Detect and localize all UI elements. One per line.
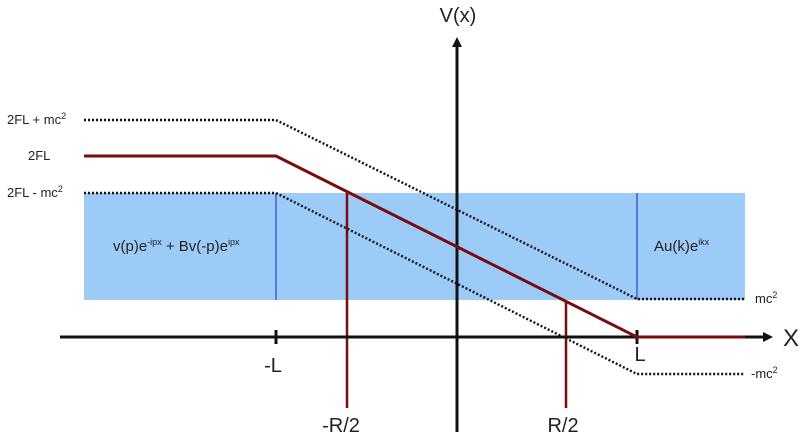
energy-band <box>84 193 745 300</box>
tick-label-r-half: R/2 <box>547 415 578 437</box>
label-2fl-minus-mc2: 2FL - mc2 <box>7 184 63 200</box>
tick-label-minus-l: -L <box>264 355 282 377</box>
potential-curve <box>84 154 745 339</box>
x-axis-label: X <box>783 325 799 352</box>
label-2fl-plus-mc2: 2FL + mc2 <box>7 111 66 127</box>
label-minus-mc2: -mc2 <box>751 365 778 381</box>
tick-label-minus-r-half: -R/2 <box>322 415 360 437</box>
left-wavefunction-label: v(p)e-ipx + Bv(-p)eipx <box>113 237 240 255</box>
label-mc2: mc2 <box>755 290 777 306</box>
label-2fl: 2FL <box>28 148 50 163</box>
y-axis-label: V(x) <box>440 5 477 27</box>
right-wavefunction-label: Au(k)eikx <box>654 237 710 255</box>
tick-label-l: L <box>634 344 645 366</box>
